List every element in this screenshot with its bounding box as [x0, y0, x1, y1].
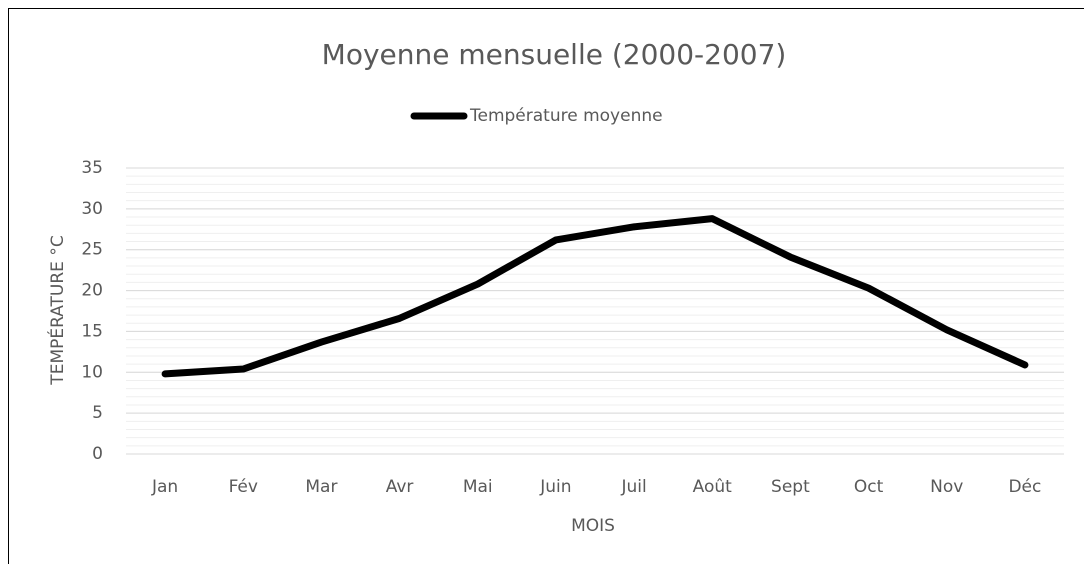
y-tick-label: 0 — [92, 444, 103, 464]
x-tick-label: Fév — [229, 477, 258, 497]
y-tick-label: 30 — [81, 199, 103, 219]
legend-label: Température moyenne — [469, 106, 663, 126]
y-tick-label: 35 — [81, 158, 103, 178]
series-line — [161, 215, 1029, 378]
y-tick-label: 10 — [81, 362, 103, 382]
chart-title: Moyenne mensuelle (2000-2007) — [322, 38, 787, 71]
y-axis-label: TEMPÉRATURE °C — [46, 235, 68, 385]
y-tick-label: 20 — [81, 281, 103, 301]
chart-border — [8, 8, 1084, 564]
x-tick-label: Août — [693, 477, 733, 497]
x-tick-label: Déc — [1008, 477, 1041, 497]
x-tick-label: Avr — [386, 477, 414, 497]
y-tick-label: 25 — [81, 240, 103, 260]
x-tick-label: Juil — [620, 477, 646, 497]
x-tick-label: Jan — [151, 477, 178, 497]
x-tick-label: Mar — [305, 477, 337, 497]
x-tick-label: Juin — [539, 477, 571, 497]
x-axis-label: MOIS — [571, 516, 615, 536]
x-tick-label: Nov — [930, 477, 963, 497]
y-tick-label: 5 — [92, 403, 103, 423]
x-tick-label: Oct — [854, 477, 884, 497]
x-tick-label: Mai — [463, 477, 493, 497]
y-tick-label: 15 — [81, 321, 103, 341]
x-tick-label: Sept — [771, 477, 810, 497]
